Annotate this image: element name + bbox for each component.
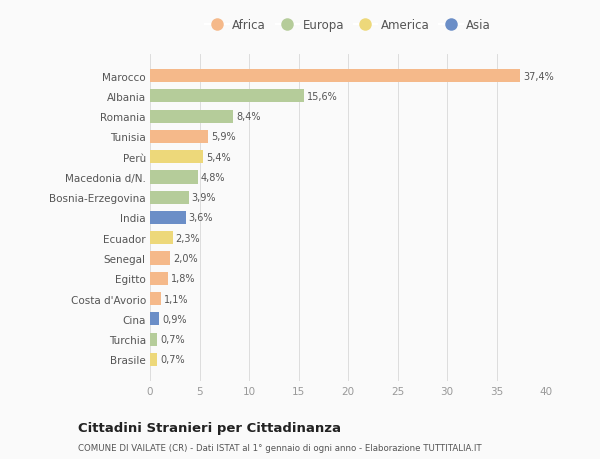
Text: 2,0%: 2,0% (173, 253, 197, 263)
Bar (150, 292, 161, 306)
Bar (150, 232, 173, 245)
Bar (150, 90, 304, 103)
Bar (150, 333, 157, 346)
Text: 15,6%: 15,6% (307, 92, 338, 102)
Text: 0,7%: 0,7% (160, 355, 185, 364)
Bar (150, 191, 188, 204)
Text: 5,9%: 5,9% (211, 132, 236, 142)
Bar (150, 171, 197, 184)
Text: 5,4%: 5,4% (206, 152, 231, 162)
Text: 0,7%: 0,7% (160, 334, 185, 344)
Legend: Africa, Europa, America, Asia: Africa, Europa, America, Asia (202, 15, 494, 35)
Text: 1,8%: 1,8% (171, 274, 195, 284)
Text: 37,4%: 37,4% (523, 72, 554, 81)
Text: 3,6%: 3,6% (188, 213, 213, 223)
Text: 2,3%: 2,3% (176, 233, 200, 243)
Bar (150, 212, 185, 224)
Bar (150, 130, 208, 144)
Bar (150, 110, 233, 123)
Text: COMUNE DI VAILATE (CR) - Dati ISTAT al 1° gennaio di ogni anno - Elaborazione TU: COMUNE DI VAILATE (CR) - Dati ISTAT al 1… (78, 443, 482, 452)
Bar (150, 353, 157, 366)
Bar (150, 252, 170, 265)
Text: 1,1%: 1,1% (164, 294, 188, 304)
Text: Cittadini Stranieri per Cittadinanza: Cittadini Stranieri per Cittadinanza (78, 421, 341, 434)
Bar (150, 70, 520, 83)
Text: 8,4%: 8,4% (236, 112, 260, 122)
Text: 0,9%: 0,9% (162, 314, 187, 324)
Text: 4,8%: 4,8% (200, 173, 225, 183)
Bar (150, 272, 168, 285)
Text: 3,9%: 3,9% (191, 193, 216, 203)
Bar (150, 313, 159, 326)
Bar (150, 151, 203, 164)
